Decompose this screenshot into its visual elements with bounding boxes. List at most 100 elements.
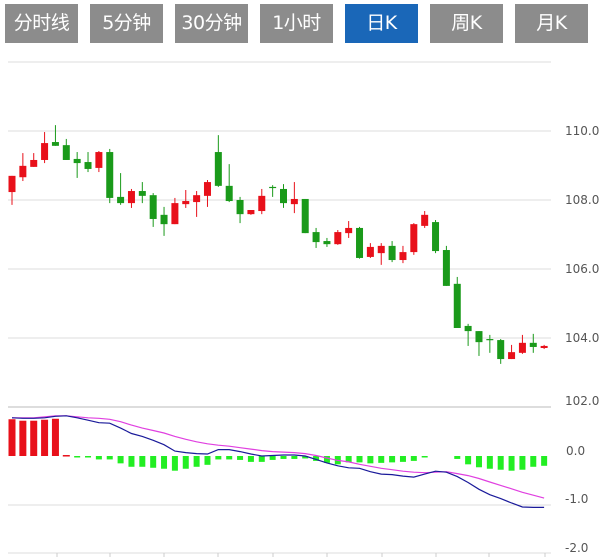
candle-body	[280, 188, 287, 204]
candle-body	[160, 214, 168, 225]
candle-body	[323, 241, 331, 245]
tab-weekly-k[interactable]: 周K	[430, 4, 503, 43]
macd-bar	[465, 456, 472, 465]
macd-bar	[128, 456, 135, 467]
macd-bar	[291, 456, 298, 459]
macd-bar	[519, 456, 526, 470]
candle-body	[19, 165, 27, 178]
tab-5min[interactable]: 5分钟	[90, 4, 163, 43]
candle-body	[518, 342, 526, 353]
macd-bar	[95, 456, 102, 460]
candle-body	[269, 186, 277, 189]
candle-body	[301, 198, 309, 234]
candle-body	[138, 191, 146, 196]
candle-body	[127, 191, 135, 204]
candle-body	[62, 145, 70, 160]
candle-body	[236, 200, 244, 215]
candle-body	[30, 159, 38, 167]
tab-monthly-k[interactable]: 月K	[515, 4, 588, 43]
candle-body	[475, 331, 483, 343]
y-tick-104: 104.0	[565, 331, 599, 345]
candle-body	[84, 162, 92, 169]
candle-body	[193, 195, 201, 203]
macd-bar	[454, 456, 461, 459]
candle-body	[442, 250, 450, 286]
macd-bar	[269, 456, 276, 460]
macd-bar	[356, 456, 363, 463]
macd-bar	[508, 456, 515, 471]
macd-bar	[106, 456, 113, 460]
macd-bar	[161, 456, 168, 469]
macd-bar	[530, 456, 537, 467]
macd-tick-neg2: -2.0	[565, 541, 588, 555]
macd-bar	[171, 456, 178, 471]
macd-bar	[62, 455, 70, 457]
y-tick-108: 108.0	[565, 193, 599, 207]
macd-bar	[193, 456, 200, 467]
dif-line	[11, 415, 545, 508]
macd-bar	[334, 456, 341, 465]
candle-body	[106, 152, 114, 198]
macd-bar	[410, 456, 417, 461]
macd-bar	[497, 456, 504, 470]
candle-body	[399, 252, 407, 261]
candle-body	[8, 175, 16, 193]
macd-bar	[30, 420, 38, 456]
candle-body	[464, 325, 472, 332]
candle-body	[203, 182, 211, 196]
tab-minute-line[interactable]: 分时线	[5, 4, 78, 43]
macd-bar	[345, 456, 352, 463]
tab-30min[interactable]: 30分钟	[175, 4, 248, 43]
macd-bar	[51, 418, 59, 456]
candle-body	[95, 152, 103, 168]
candle-body	[149, 195, 157, 219]
tab-1hour[interactable]: 1小时	[260, 4, 333, 43]
candle-body	[497, 340, 505, 360]
macd-bar	[367, 456, 374, 464]
macd-tick-0: 0.0	[566, 444, 585, 458]
candle-body	[41, 143, 49, 160]
candles	[8, 125, 548, 364]
macd-bar	[421, 456, 428, 458]
candle-body	[486, 339, 494, 341]
candle-body	[182, 201, 190, 205]
macd-bar	[313, 456, 320, 461]
candle-body	[432, 222, 440, 252]
axis-labels: 110.0 108.0 106.0 104.0 102.0 0.0 -1.0 -…	[565, 124, 599, 555]
candle-body	[508, 352, 516, 360]
macd-bar	[85, 456, 92, 458]
candle-body	[171, 203, 179, 225]
macd-bar	[117, 456, 124, 464]
macd-bar	[74, 456, 81, 458]
macd-bar	[486, 456, 493, 469]
macd-bar	[389, 456, 396, 463]
macd-tick-neg1: -1.0	[565, 492, 588, 506]
macd-bar	[541, 456, 548, 466]
candle-body	[345, 227, 353, 234]
macd-bar	[215, 456, 222, 460]
tab-daily-k[interactable]: 日K	[345, 4, 418, 43]
candle-body	[312, 232, 320, 243]
dea-line	[12, 415, 545, 499]
macd-bar	[475, 456, 482, 468]
candle-body	[377, 245, 385, 254]
macd-bar	[182, 456, 189, 469]
macd-bar	[150, 456, 157, 468]
candle-body	[117, 196, 125, 204]
candle-body	[73, 158, 81, 164]
candle-body	[453, 283, 461, 328]
candle-body	[366, 246, 374, 257]
candle-body	[529, 342, 537, 347]
macd-bar	[139, 456, 146, 467]
period-tabs: 分时线 5分钟 30分钟 1小时 日K 周K 月K	[0, 0, 613, 46]
macd-bar	[226, 456, 233, 460]
macd-bar	[41, 419, 49, 456]
candle-body	[388, 245, 396, 261]
candle-body	[356, 227, 364, 258]
macd-bar	[378, 456, 385, 463]
macd-lines	[11, 415, 545, 508]
candle-body	[421, 214, 429, 226]
macd-bar	[19, 420, 27, 456]
grid	[8, 61, 551, 557]
macd-bar	[8, 419, 16, 456]
